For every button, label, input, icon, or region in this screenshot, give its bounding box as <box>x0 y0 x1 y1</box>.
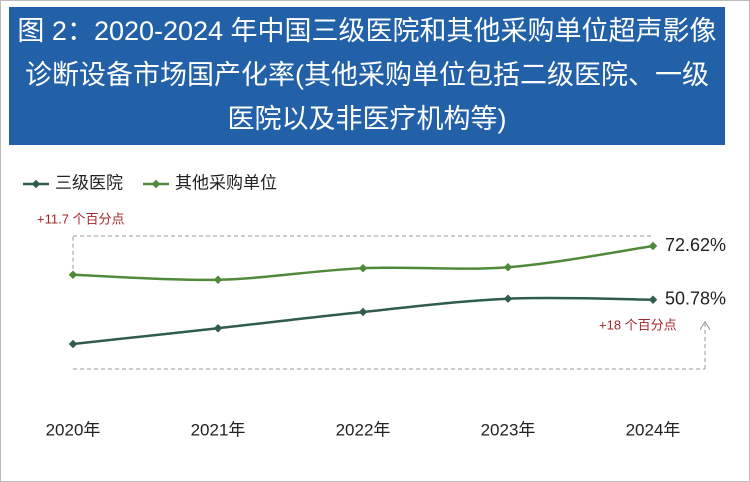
chart-title: 图 2：2020-2024 年中国三级医院和其他采购单位超声影像诊断设备市场国产… <box>9 7 725 145</box>
point <box>358 307 368 317</box>
data-label: 72.62% <box>665 235 726 255</box>
point <box>648 295 658 304</box>
legend-label: 三级医院 <box>55 173 123 192</box>
x-tick-label: 2020年 <box>46 420 101 439</box>
point <box>648 241 658 251</box>
point <box>358 263 368 273</box>
point <box>213 275 223 284</box>
point <box>213 323 223 333</box>
legend-marker <box>31 179 41 189</box>
line-series <box>72 296 654 346</box>
annotation: +11.7 个百分点 <box>37 211 125 226</box>
line-series <box>72 244 654 282</box>
point <box>68 270 78 280</box>
x-tick-label: 2022年 <box>336 420 391 439</box>
x-tick-label: 2024年 <box>626 420 681 439</box>
x-tick-label: 2023年 <box>481 420 536 439</box>
point <box>68 339 78 349</box>
x-tick-label: 2021年 <box>191 420 246 439</box>
legend-label: 其他采购单位 <box>175 173 277 192</box>
point <box>503 262 513 272</box>
data-label: 50.78% <box>665 288 726 308</box>
legend-marker <box>151 179 161 189</box>
point <box>503 294 513 303</box>
arrow <box>699 320 711 330</box>
annotation: +18 个百分点 <box>599 317 677 332</box>
